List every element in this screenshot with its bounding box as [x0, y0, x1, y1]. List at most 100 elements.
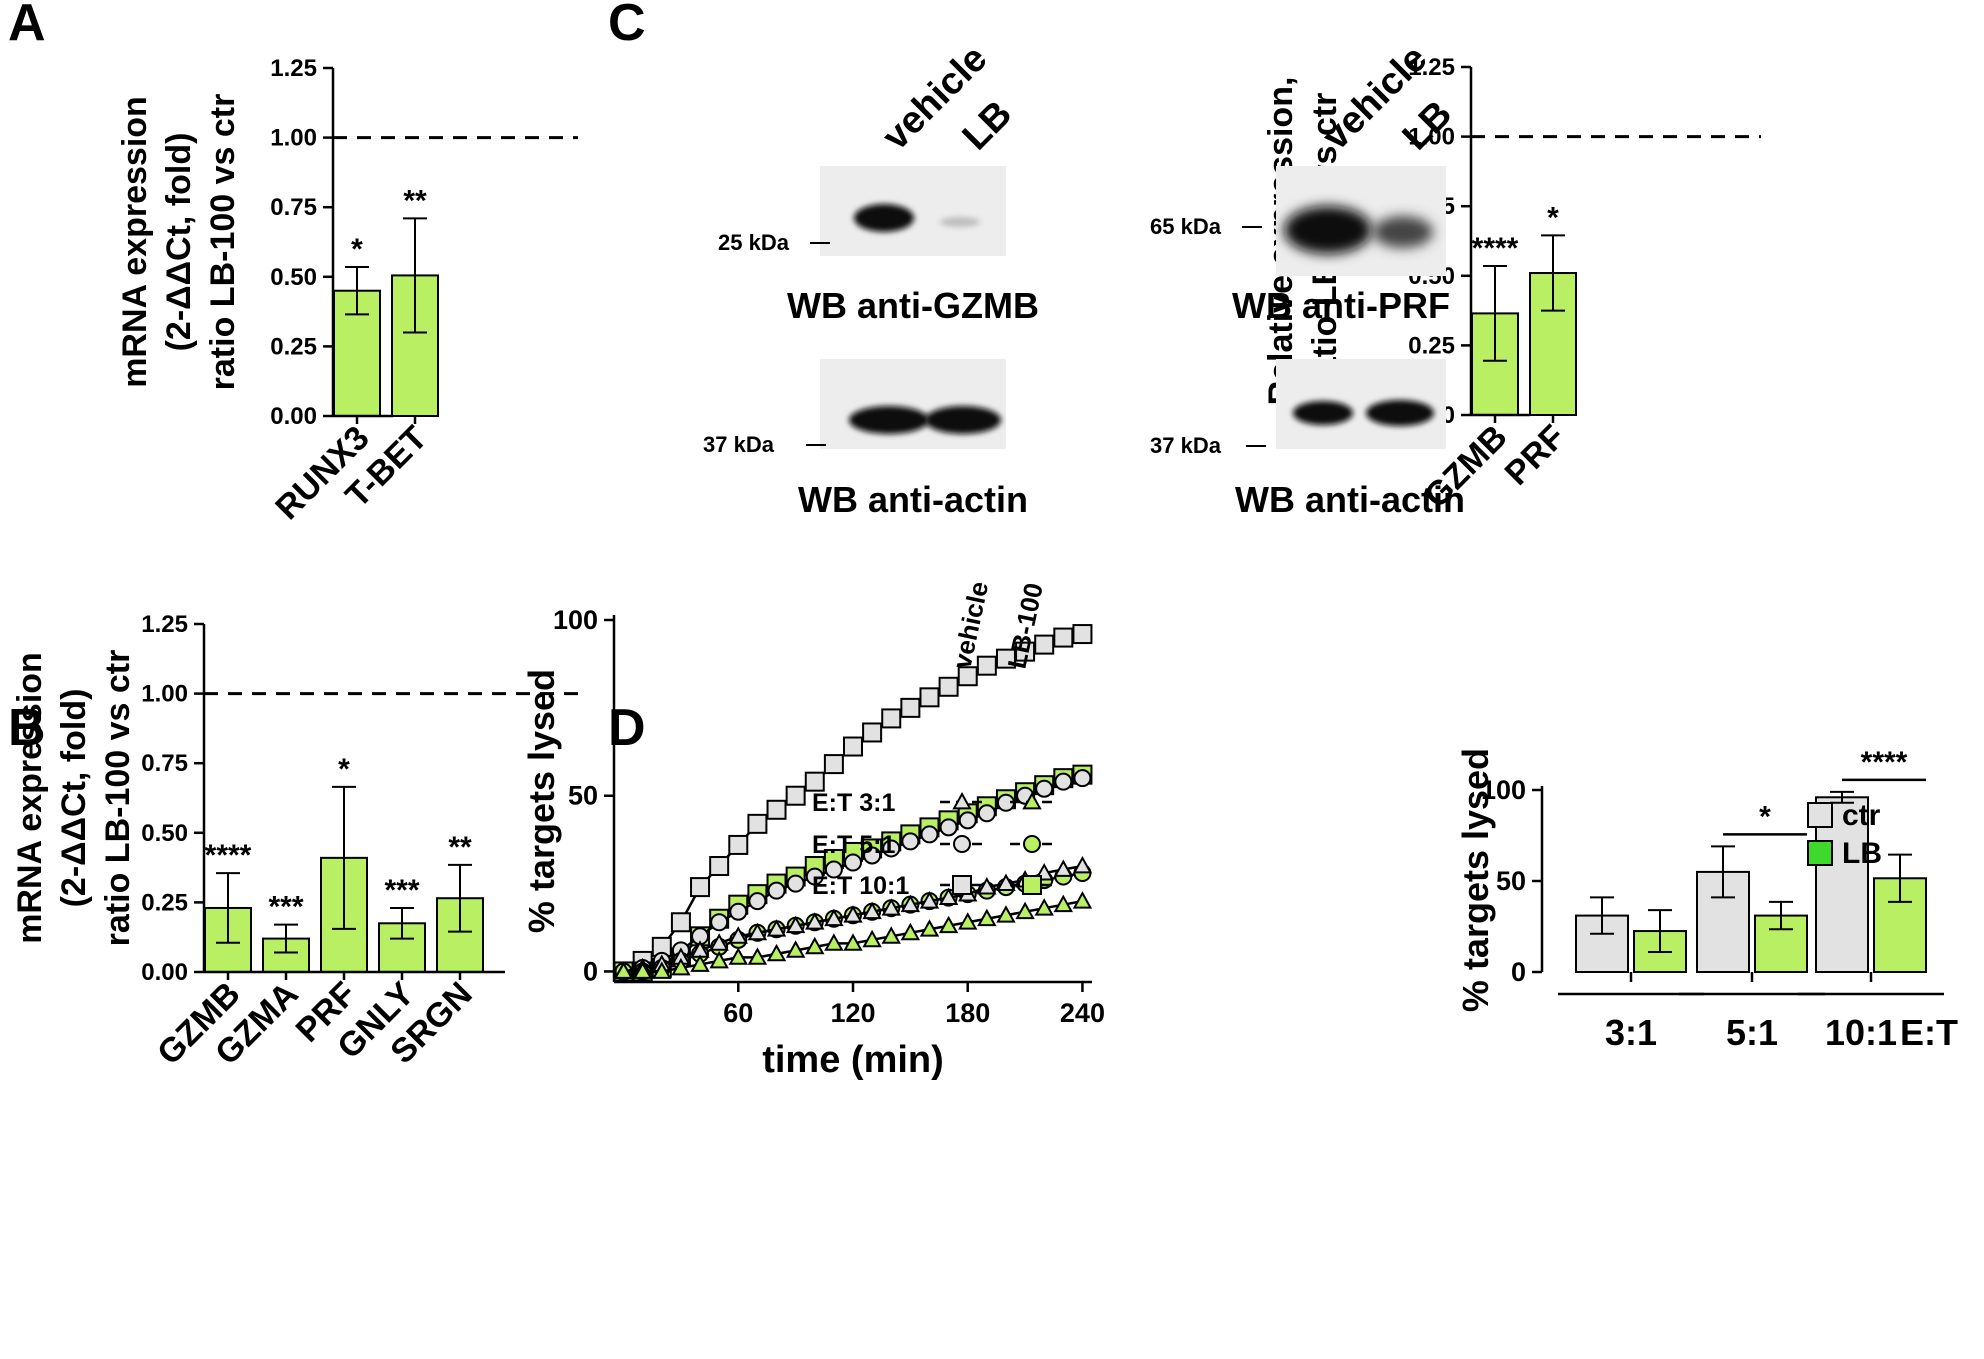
data-point — [920, 825, 939, 844]
data-point — [843, 933, 863, 951]
data-point — [747, 922, 768, 941]
legend-row-label: E:T 10:1 — [812, 872, 909, 900]
data-point — [824, 860, 843, 879]
data-point — [1015, 901, 1035, 920]
data-point — [824, 908, 844, 927]
legend-row-label: E:T 5:1 — [812, 831, 895, 859]
data-point — [785, 915, 806, 934]
data-point — [1053, 627, 1074, 648]
data-point — [747, 947, 768, 965]
band-gzmb-vehicle — [854, 204, 914, 232]
data-point — [881, 926, 901, 944]
marker-25kda: 25 kDa — [718, 230, 790, 255]
data-point — [919, 687, 940, 708]
data-point — [766, 799, 787, 820]
data-point — [766, 943, 787, 962]
blot-image-actin-1 — [820, 359, 1006, 449]
band-actin-vehicle — [1293, 401, 1353, 425]
data-point — [767, 881, 786, 900]
significance-label: * — [1759, 800, 1771, 833]
panel-label-a: A — [8, 0, 46, 52]
data-point — [1073, 769, 1092, 788]
y-tick-label: 1.00 — [270, 125, 317, 152]
marker-65kda: 65 kDa — [1150, 214, 1222, 239]
y-axis-label: mRNA expression — [11, 652, 49, 944]
data-point — [938, 676, 959, 697]
data-point — [995, 648, 1016, 669]
y-axis-label: ratio LB-100 vs ctr — [204, 94, 242, 391]
data-point — [862, 901, 882, 920]
data-point — [1035, 779, 1054, 798]
data-point — [862, 929, 882, 948]
data-point — [977, 877, 997, 895]
data-point — [996, 873, 1016, 891]
chart-b-mrna-cytotoxic: 0.000.250.500.751.001.25****GZMB***GZMA*… — [11, 611, 578, 1072]
data-point — [747, 813, 768, 834]
data-point — [863, 846, 882, 865]
y-tick-label: 1.25 — [1408, 54, 1455, 81]
data-point — [976, 655, 997, 676]
data-point — [958, 912, 978, 930]
y-tick-label: 0 — [1511, 957, 1526, 987]
data-point — [709, 950, 729, 969]
significance-label: ** — [448, 831, 472, 864]
data-point — [804, 771, 825, 792]
data-point — [728, 834, 749, 855]
legend-row-label: E:T 3:1 — [812, 789, 895, 817]
chart-d-lysis-kinetics: 0 50 100 60 120 180 240 time (min) % targets lys… — [521, 579, 1105, 1081]
significance-label: *** — [384, 874, 419, 907]
data-point — [881, 708, 902, 729]
data-point — [958, 811, 977, 830]
data-point — [977, 804, 996, 823]
data-point — [900, 922, 921, 941]
data-point — [824, 933, 844, 951]
wb-title-prf: WB anti-PRF — [1232, 285, 1450, 326]
data-point — [881, 898, 901, 916]
data-point — [919, 891, 940, 909]
y-tick-label: 0.50 — [141, 820, 188, 847]
data-point — [953, 835, 971, 853]
data-point — [1072, 855, 1093, 874]
significance-label: ** — [403, 184, 427, 217]
legend-label: ctr — [1842, 799, 1881, 832]
band-actin-lb — [1366, 400, 1434, 426]
panel-label-c: C — [608, 0, 646, 52]
x-tick-label: 120 — [830, 998, 875, 1028]
y-tick-label: 0.75 — [270, 194, 317, 221]
data-point — [1054, 772, 1073, 791]
legend-swatch-ctr — [1807, 802, 1833, 828]
data-point — [786, 874, 805, 893]
lane-label-lb: LB — [955, 93, 1021, 159]
panel-label-b: B — [8, 699, 46, 757]
y-tick-label: 50 — [568, 781, 598, 811]
data-point — [613, 961, 634, 979]
band-actin-lb — [925, 406, 1001, 434]
y-tick-label: 0.25 — [141, 889, 188, 916]
data-point — [785, 940, 806, 958]
data-point — [862, 722, 883, 743]
significance-label: * — [351, 233, 363, 266]
y-axis-label: % targets lysed — [521, 669, 562, 933]
marker-37kda: 37 kDa — [703, 432, 775, 457]
data-point — [901, 832, 920, 851]
data-point — [690, 954, 710, 972]
wb-title-actin-1: WB anti-actin — [798, 479, 1028, 520]
data-point — [709, 933, 729, 951]
data-point — [1015, 641, 1036, 662]
significance-label: **** — [205, 839, 252, 872]
y-tick-label: 0.25 — [1408, 332, 1455, 359]
significance-label: * — [1547, 201, 1559, 234]
data-point — [843, 736, 863, 757]
y-tick-label: 1.00 — [141, 681, 188, 708]
significance-label: * — [338, 753, 350, 786]
data-point — [977, 908, 997, 927]
data-point — [919, 919, 940, 937]
x-tick-label: 60 — [723, 998, 753, 1028]
data-point — [728, 947, 748, 965]
data-point — [1023, 835, 1041, 853]
data-point — [938, 887, 959, 906]
wb-title-gzmb: WB anti-GZMB — [787, 285, 1039, 326]
data-point — [952, 875, 972, 895]
data-point — [996, 905, 1016, 923]
